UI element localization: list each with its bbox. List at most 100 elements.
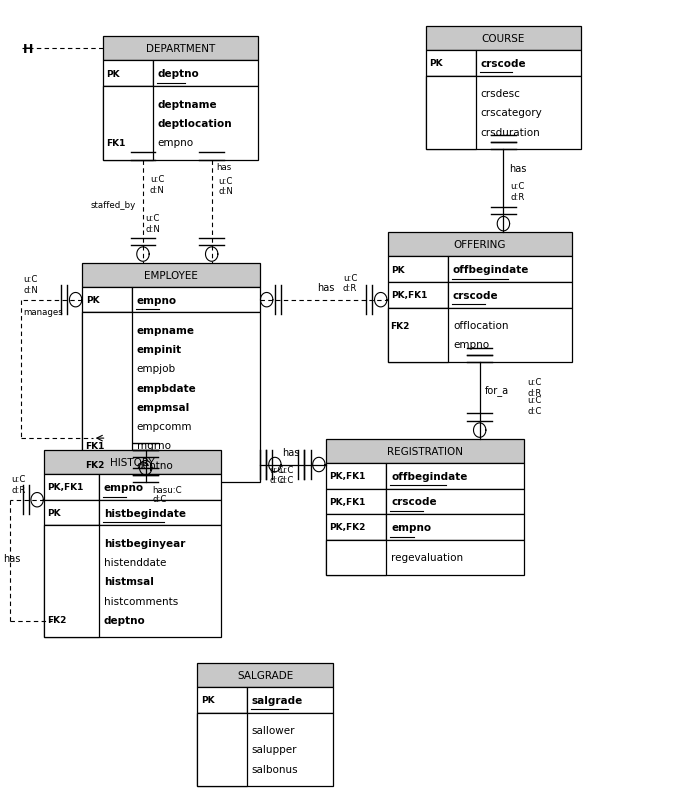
Text: deptname: deptname: [157, 99, 217, 110]
Text: empcomm: empcomm: [137, 422, 193, 431]
Text: offbegindate: offbegindate: [453, 265, 529, 275]
Bar: [326, 540, 386, 575]
Text: has: has: [509, 164, 526, 173]
Bar: [197, 663, 333, 687]
Text: histcomments: histcomments: [104, 596, 178, 606]
Text: histmsal: histmsal: [104, 577, 154, 586]
Text: histbegindate: histbegindate: [104, 508, 186, 518]
Bar: [388, 308, 572, 363]
Bar: [426, 51, 475, 76]
Text: crsdesc: crsdesc: [480, 89, 520, 99]
Text: mgrno: mgrno: [137, 441, 170, 451]
Text: PK: PK: [48, 508, 61, 517]
Text: PK,FK1: PK,FK1: [391, 291, 427, 300]
Text: u:C
d:R: u:C d:R: [343, 273, 357, 293]
Bar: [99, 500, 221, 525]
Bar: [103, 87, 152, 160]
Bar: [448, 283, 572, 308]
Bar: [83, 313, 259, 483]
Text: sallower: sallower: [252, 725, 295, 735]
Text: manages: manages: [23, 308, 63, 317]
Bar: [426, 76, 475, 150]
Bar: [197, 713, 333, 786]
Bar: [326, 439, 524, 464]
Bar: [326, 489, 386, 515]
Text: PK,FK1: PK,FK1: [329, 472, 366, 480]
Text: SALGRADE: SALGRADE: [237, 670, 293, 680]
Text: salbonus: salbonus: [252, 764, 298, 774]
Text: crscode: crscode: [480, 59, 526, 69]
Text: u:C
d:C: u:C d:C: [269, 465, 284, 484]
Text: H: H: [23, 43, 33, 56]
Bar: [152, 61, 258, 87]
Bar: [386, 515, 524, 540]
Bar: [197, 687, 247, 713]
Text: empno: empno: [453, 340, 489, 350]
Bar: [44, 475, 99, 500]
Bar: [326, 540, 524, 575]
Text: histenddate: histenddate: [104, 557, 166, 568]
Text: empbdate: empbdate: [137, 383, 197, 393]
Text: u:C
d:N: u:C d:N: [23, 275, 38, 294]
Text: PK: PK: [430, 59, 443, 68]
Text: u:C
d:R: u:C d:R: [527, 378, 542, 398]
Text: empno: empno: [104, 482, 144, 492]
Bar: [386, 464, 524, 489]
Text: empno: empno: [391, 522, 431, 533]
Text: DEPARTMENT: DEPARTMENT: [146, 44, 215, 55]
Text: PK: PK: [201, 695, 215, 704]
Text: u:C
d:C: u:C d:C: [279, 465, 293, 484]
Bar: [426, 76, 581, 150]
Text: empinit: empinit: [137, 345, 182, 354]
Text: empjob: empjob: [137, 364, 176, 374]
Bar: [103, 61, 152, 87]
Text: u:C
d:N: u:C d:N: [150, 175, 165, 194]
Bar: [44, 500, 99, 525]
Bar: [197, 713, 247, 786]
Text: histbeginyear: histbeginyear: [104, 538, 185, 549]
Text: u:C
d:N: u:C d:N: [219, 176, 233, 196]
Text: PK,FK2: PK,FK2: [329, 523, 366, 532]
Text: crscode: crscode: [453, 290, 498, 301]
Bar: [448, 257, 572, 283]
Text: empno: empno: [157, 138, 193, 148]
Text: deptlocation: deptlocation: [157, 119, 232, 128]
Bar: [83, 313, 132, 483]
Bar: [388, 257, 448, 283]
Text: crscode: crscode: [391, 496, 437, 507]
Text: u:C
d:N: u:C d:N: [146, 214, 161, 233]
Text: FK2: FK2: [391, 322, 410, 330]
Text: OFFERING: OFFERING: [453, 240, 506, 250]
Text: crscategory: crscategory: [480, 108, 542, 118]
Text: staffed_by: staffed_by: [90, 201, 136, 210]
Text: deptno: deptno: [137, 460, 173, 470]
Bar: [103, 38, 258, 61]
Text: salupper: salupper: [252, 744, 297, 755]
Text: u:C
d:C: u:C d:C: [527, 395, 542, 415]
Bar: [99, 475, 221, 500]
Text: has: has: [216, 163, 231, 172]
Bar: [388, 283, 448, 308]
Text: empmsal: empmsal: [137, 403, 190, 412]
Bar: [247, 687, 333, 713]
Text: PK,FK1: PK,FK1: [48, 483, 83, 492]
Text: empname: empname: [137, 326, 195, 336]
Bar: [83, 287, 132, 313]
Text: PK: PK: [86, 296, 99, 305]
Text: offbegindate: offbegindate: [391, 471, 467, 481]
Text: d:C: d:C: [152, 495, 167, 504]
Bar: [326, 464, 386, 489]
Text: FK1: FK1: [86, 441, 105, 450]
Bar: [44, 525, 99, 638]
Text: offlocation: offlocation: [453, 321, 509, 331]
Text: regevaluation: regevaluation: [391, 553, 463, 563]
Text: COURSE: COURSE: [482, 34, 525, 44]
Text: salgrade: salgrade: [252, 695, 303, 705]
Bar: [388, 233, 572, 257]
Bar: [103, 87, 258, 160]
Text: FK2: FK2: [86, 460, 105, 469]
Text: crsduration: crsduration: [480, 128, 540, 137]
Text: has: has: [3, 553, 20, 563]
Bar: [475, 51, 581, 76]
Text: PK: PK: [391, 265, 404, 274]
